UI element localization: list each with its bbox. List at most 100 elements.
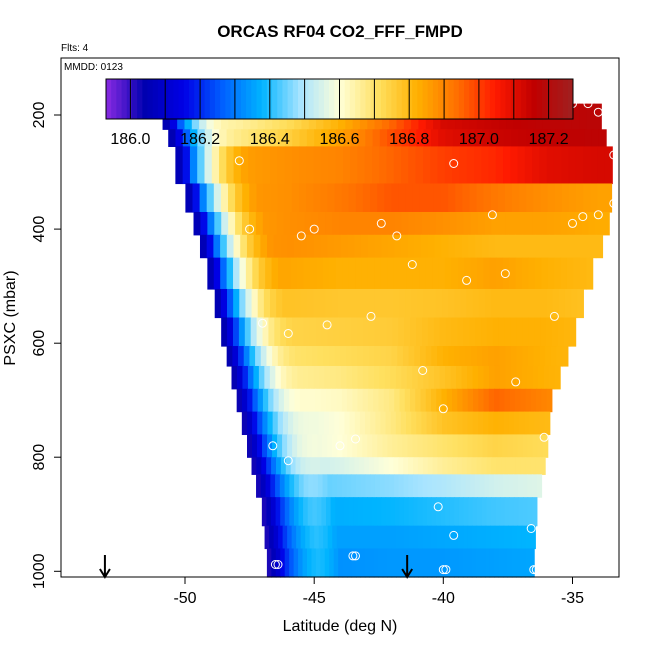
heatmap-cell xyxy=(413,525,419,550)
heatmap-cell xyxy=(404,388,411,413)
heatmap-cell xyxy=(472,411,479,436)
heatmap-cell xyxy=(354,411,361,436)
heatmap-cell xyxy=(446,388,453,413)
heatmap-cell xyxy=(476,548,482,578)
heatmap-cell xyxy=(357,365,364,390)
heatmap-cell xyxy=(494,388,500,413)
heatmap-cell xyxy=(546,317,553,347)
colorbar-swatch xyxy=(131,79,138,119)
colorbar-swatch xyxy=(246,79,252,119)
heatmap-cell xyxy=(347,234,355,259)
heatmap-cell xyxy=(362,288,369,319)
heatmap-cell xyxy=(504,183,513,213)
heatmap-cell xyxy=(374,288,382,319)
heatmap-cell xyxy=(412,434,418,458)
heatmap-cell xyxy=(462,434,469,458)
heatmap-cell xyxy=(534,317,541,347)
heatmap-cell xyxy=(337,288,345,319)
heatmap-cell xyxy=(408,346,415,367)
heatmap-cell xyxy=(352,211,361,236)
heatmap-cell xyxy=(530,457,536,475)
heatmap-cell xyxy=(498,411,505,436)
heatmap-cell xyxy=(292,129,301,147)
heatmap-cell xyxy=(432,457,439,475)
heatmap-cell xyxy=(240,234,248,259)
heatmap-cell xyxy=(524,146,533,185)
colorbar-swatch xyxy=(479,79,486,119)
heatmap-cell xyxy=(539,146,548,185)
heatmap-cell xyxy=(486,457,492,475)
heatmap-cell xyxy=(534,288,541,319)
heatmap-cell xyxy=(484,474,490,498)
heatmap-cell xyxy=(485,525,491,550)
heatmap-cell xyxy=(431,497,437,527)
colorbar-tick-label: 186.0 xyxy=(110,131,150,148)
heatmap-cell xyxy=(503,146,511,185)
x-tick-label: -35 xyxy=(561,590,584,607)
heatmap-cell xyxy=(486,497,492,527)
heatmap-cell xyxy=(525,548,531,578)
heatmap-cell xyxy=(397,346,404,367)
heatmap-cell xyxy=(495,234,503,259)
colorbar-swatch xyxy=(204,79,211,119)
heatmap-cell xyxy=(482,129,490,147)
heatmap-cell xyxy=(365,474,371,498)
heatmap-cell xyxy=(391,346,398,367)
heatmap-cell xyxy=(363,346,370,367)
heatmap-cell xyxy=(486,317,494,347)
heatmap-cell xyxy=(473,146,482,185)
heatmap-cell xyxy=(271,497,277,527)
heatmap-cell xyxy=(471,548,477,578)
heatmap-cell xyxy=(521,234,530,259)
heatmap-cell xyxy=(355,474,362,498)
heatmap-cell xyxy=(258,257,266,290)
heatmap-cell xyxy=(392,288,400,319)
colorbar: 186.0 186.2 186.4 186.6 186.8 187.0 187.2 xyxy=(105,78,574,148)
heatmap-cell xyxy=(397,434,403,458)
heatmap-cell xyxy=(496,129,505,147)
heatmap-cell xyxy=(252,411,258,436)
heatmap-cell xyxy=(539,346,546,367)
heatmap-cell xyxy=(551,317,559,347)
heatmap-cell xyxy=(349,288,357,319)
heatmap-cell xyxy=(510,346,518,367)
heatmap-cell xyxy=(547,183,556,213)
heatmap-cell xyxy=(233,257,241,290)
heatmap-cell xyxy=(417,365,424,390)
heatmap-cell xyxy=(386,146,395,185)
colorbar-swatch xyxy=(116,79,123,119)
heatmap-cell xyxy=(383,388,390,413)
heatmap-cell xyxy=(431,525,437,550)
heatmap-cell xyxy=(509,288,517,319)
y-tick-label: 1000 xyxy=(31,553,48,589)
heatmap-cell xyxy=(298,474,305,498)
heatmap-cell xyxy=(435,288,443,319)
colorbar-swatch xyxy=(126,79,133,119)
heatmap-cell xyxy=(387,234,396,259)
heatmap-cell xyxy=(300,234,308,259)
heatmap-cell xyxy=(487,434,494,458)
heatmap-cell xyxy=(421,234,429,259)
heatmap-cell xyxy=(532,365,539,390)
date-annotation: MMDD: 0123 xyxy=(64,62,123,73)
heatmap-cell xyxy=(323,525,329,550)
colorbar-swatch xyxy=(256,79,263,119)
heatmap-cell xyxy=(471,457,478,475)
heatmap-cell xyxy=(322,257,330,290)
heatmap-cell xyxy=(349,457,355,475)
heatmap-cell xyxy=(381,525,387,550)
heatmap-cell xyxy=(233,146,242,185)
heatmap-cell xyxy=(289,548,295,578)
heatmap-cell xyxy=(190,129,198,147)
heatmap-cell xyxy=(182,146,191,185)
colorbar-tick-label: 187.0 xyxy=(459,131,499,148)
heatmap-cell xyxy=(466,457,473,475)
colorbar-swatch xyxy=(313,79,320,119)
heatmap-cell xyxy=(346,346,353,367)
colorbar-swatch xyxy=(505,79,512,119)
heatmap-cell xyxy=(284,497,290,527)
heatmap-cell xyxy=(521,365,528,390)
heatmap-cell xyxy=(252,257,260,290)
heatmap-cell xyxy=(213,257,221,290)
heatmap-cell xyxy=(303,257,311,290)
